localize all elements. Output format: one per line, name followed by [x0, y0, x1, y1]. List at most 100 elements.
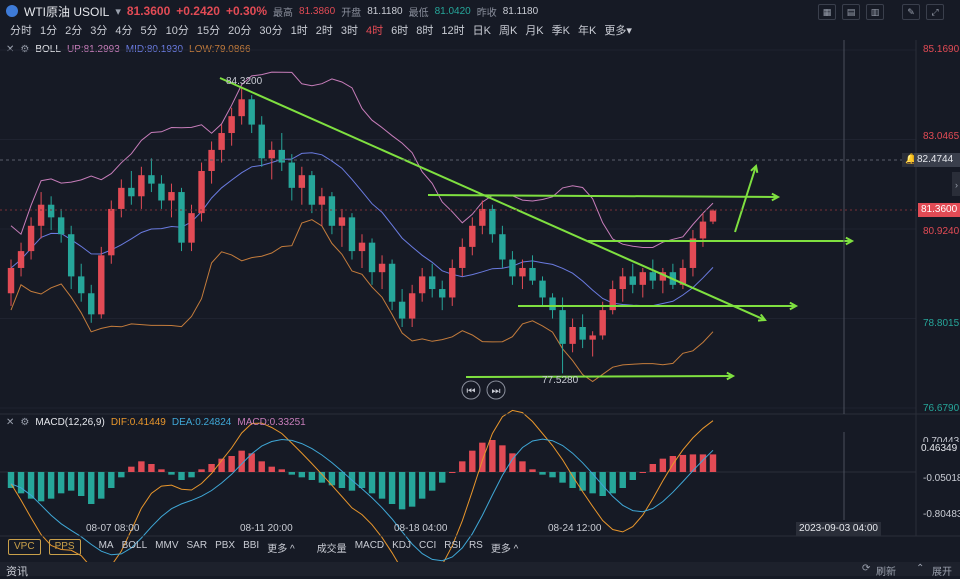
- macd-bar: [589, 472, 596, 494]
- sub-inds-tab-0[interactable]: 成交量: [316, 543, 347, 555]
- macd-bar: [128, 466, 135, 472]
- main-inds-tab-2[interactable]: MMV: [155, 539, 179, 551]
- candle-body: [589, 335, 596, 340]
- candle-body: [198, 170, 205, 214]
- sub-inds-tab-4[interactable]: RSI: [444, 539, 461, 551]
- arrow-head-icon: [845, 236, 855, 246]
- close-icon[interactable]: ✕: [6, 417, 15, 428]
- macd-bar: [188, 472, 195, 478]
- period-tab-17[interactable]: 日K: [472, 25, 491, 37]
- main-inds-tab-0[interactable]: MA: [98, 539, 114, 551]
- refresh-icon[interactable]: ⟳: [862, 563, 871, 574]
- macd-bar: [118, 472, 125, 478]
- price-axis-label-5: 76.6790: [923, 403, 960, 414]
- time-label-2: 08-11 20:00: [240, 523, 293, 534]
- period-tab-1[interactable]: 1分: [40, 25, 58, 37]
- macd-bar: [67, 472, 75, 491]
- sub-inds-tab-3[interactable]: CCI: [419, 539, 437, 551]
- trend-line[interactable]: [734, 165, 757, 233]
- period-tab-2[interactable]: 2分: [65, 25, 83, 37]
- stat-open-value: 81.1180: [367, 5, 403, 17]
- macd-bar: [298, 472, 306, 478]
- main-inds-tab-1[interactable]: BOLL: [121, 539, 148, 551]
- period-tab-18[interactable]: 周K: [498, 25, 518, 37]
- fullscreen-icon[interactable]: ⤢: [926, 4, 944, 20]
- period-tab-14[interactable]: 6时: [391, 25, 409, 37]
- vpc-button[interactable]: VPC: [8, 539, 41, 555]
- next-button[interactable]: [486, 380, 506, 400]
- stat-prev-close-label: 昨收: [476, 7, 497, 19]
- period-tab-11[interactable]: 2时: [315, 25, 333, 37]
- chevron-down-icon[interactable]: ▾: [115, 5, 121, 18]
- pps-button[interactable]: PPS: [48, 539, 81, 555]
- prev-button[interactable]: [461, 380, 481, 400]
- period-tab-4[interactable]: 4分: [115, 25, 133, 37]
- trend-line[interactable]: [465, 375, 734, 378]
- period-tab-3[interactable]: 3分: [90, 25, 108, 37]
- candle-body: [278, 149, 285, 163]
- period-tab-21[interactable]: 年K: [578, 25, 597, 37]
- period-tab-8[interactable]: 20分: [228, 25, 252, 37]
- candle-body: [37, 204, 45, 226]
- trend-line[interactable]: [219, 77, 766, 321]
- arrow-head-icon: [726, 371, 736, 381]
- candle-body: [368, 242, 376, 273]
- macd-bar: [489, 440, 496, 472]
- news-label[interactable]: 资讯: [6, 566, 28, 578]
- compare-tool-icon[interactable]: ▥: [866, 4, 884, 20]
- symbol-selector[interactable]: WTI原油 USOIL: [24, 4, 110, 19]
- candle-body: [98, 255, 105, 315]
- gear-icon[interactable]: ⚙: [20, 417, 30, 428]
- sub-inds-tab-1[interactable]: MACD: [354, 539, 385, 551]
- main-inds-tab-3[interactable]: SAR: [186, 539, 208, 551]
- sub-inds-tab-5[interactable]: RS: [468, 539, 483, 551]
- macd-bar: [629, 472, 636, 480]
- macd-bar: [609, 472, 616, 494]
- candle-body: [158, 183, 165, 201]
- candle-body: [318, 196, 326, 205]
- macd-bar: [158, 469, 165, 472]
- expand-label[interactable]: 展开: [932, 567, 952, 578]
- trend-line[interactable]: [427, 194, 779, 198]
- sub-inds-tab-2[interactable]: KDJ: [392, 539, 412, 551]
- macd-bar: [78, 472, 85, 496]
- boll-lower-line: [10, 219, 714, 383]
- period-tab-22[interactable]: 更多▾: [604, 25, 632, 37]
- period-tab-16[interactable]: 12时: [441, 25, 465, 37]
- indicator-tool-icon[interactable]: ▤: [842, 4, 860, 20]
- period-tab-6[interactable]: 10分: [165, 25, 189, 37]
- candle-body: [88, 293, 95, 315]
- settings-icon[interactable]: ✎: [902, 4, 920, 20]
- chart-toolbar: ▦ ▤ ▥ ✎ ⤢: [818, 4, 944, 20]
- macd-bar: [418, 472, 426, 499]
- time-label-3: 08-18 04:00: [394, 523, 448, 534]
- period-tab-13[interactable]: 4时: [366, 25, 384, 37]
- period-tab-15[interactable]: 8时: [416, 25, 434, 37]
- expand-icon[interactable]: ⌃: [916, 563, 925, 574]
- macd-bar: [659, 458, 667, 472]
- main-inds-tab-5[interactable]: BBI: [243, 539, 260, 551]
- period-tab-0[interactable]: 分时: [10, 25, 32, 37]
- period-tab-5[interactable]: 5分: [140, 25, 158, 37]
- sub-inds-tab-6[interactable]: 更多 ^: [490, 543, 519, 555]
- macd-bar: [619, 472, 626, 488]
- refresh-label[interactable]: 刷新: [876, 567, 896, 578]
- period-tab-19[interactable]: 月K: [525, 25, 544, 37]
- draw-tool-icon[interactable]: ▦: [818, 4, 836, 20]
- period-tab-12[interactable]: 3时: [340, 25, 358, 37]
- macd-bar: [388, 472, 396, 504]
- period-tab-9[interactable]: 30分: [259, 25, 283, 37]
- macd-value: MACD:0.33251: [237, 417, 306, 428]
- candle-body: [559, 310, 566, 344]
- arrow-head-icon: [757, 313, 767, 322]
- main-inds-tab-4[interactable]: PBX: [215, 539, 236, 551]
- period-tab-7[interactable]: 15分: [196, 25, 221, 37]
- candle-body: [108, 208, 115, 256]
- period-tab-20[interactable]: 季K: [551, 25, 570, 37]
- macd-bar: [168, 472, 175, 475]
- sub-indicator-list: 成交量 MACD KDJ CCI RSI RS 更多 ^: [317, 540, 519, 555]
- main-inds-tab-6[interactable]: 更多 ^: [267, 543, 295, 555]
- side-panel-toggle[interactable]: [952, 172, 960, 196]
- period-tab-10[interactable]: 1时: [290, 25, 308, 37]
